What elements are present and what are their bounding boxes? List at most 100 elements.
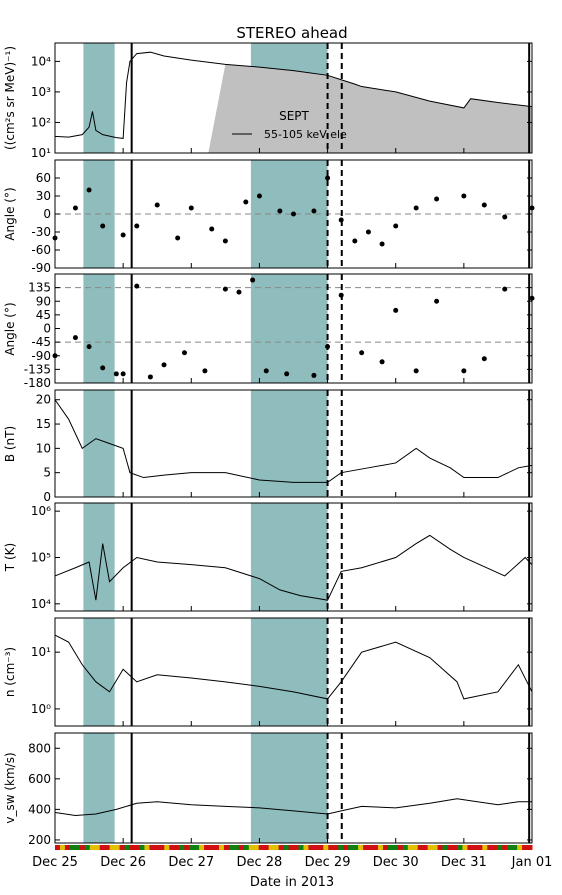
status-segment (517, 845, 523, 850)
panel-B: 0 5 10 15 20 B (nT) (3, 389, 533, 504)
y-tick-label: -135 (24, 362, 51, 376)
y-tick-label: 10⁴ (31, 54, 51, 68)
status-segment (223, 845, 230, 850)
status-segment (288, 845, 294, 850)
status-segment (487, 845, 493, 850)
flux-fill-area (208, 64, 533, 153)
status-segment (119, 845, 126, 850)
status-segment (407, 845, 414, 850)
x-axis-label: Date in 2013 (250, 875, 334, 890)
status-segment (353, 845, 359, 850)
panel-frame (54, 389, 533, 498)
data-point (365, 229, 371, 235)
y-tick-label: 10³ (31, 85, 51, 99)
status-segment (283, 845, 290, 850)
series-line (54, 634, 533, 700)
y-tick-label: 10¹ (31, 645, 51, 659)
y-tick-label: 10⁶ (31, 504, 51, 518)
panel-frame (54, 42, 533, 154)
panel-n: 10⁰ 10¹ n (cm⁻³) (3, 617, 533, 727)
status-segment (184, 845, 190, 850)
status-segment (154, 845, 160, 850)
status-segment (412, 845, 419, 850)
data-point (502, 214, 508, 220)
shaded-interval (250, 503, 328, 611)
status-segment (313, 845, 319, 850)
data-point (222, 238, 228, 244)
status-segment (432, 845, 439, 850)
status-segment (253, 845, 260, 850)
y-tick-label: 10⁴ (31, 597, 51, 611)
status-segment (442, 845, 449, 850)
y-tick-label: -30 (31, 225, 51, 239)
status-segment (417, 845, 424, 850)
status-segment (363, 845, 369, 850)
status-segment (273, 845, 280, 850)
y-tick-label: 20 (36, 393, 51, 407)
data-point (161, 362, 167, 368)
status-segment (204, 845, 210, 850)
data-point (393, 307, 399, 313)
status-segment (139, 845, 145, 850)
status-segment (497, 845, 503, 850)
shaded-interval (83, 503, 115, 611)
panels: 10¹ 10² 10³ 10⁴ ((cm²s sr MeV)⁻¹) SEPT 55-105 … (3, 42, 535, 847)
status-segment (258, 845, 265, 850)
status-segment (437, 845, 444, 850)
status-segment (99, 845, 106, 850)
data-point (413, 205, 419, 211)
y-tick-label: 400 (28, 802, 51, 816)
data-point (243, 199, 249, 205)
panel-angle_theta: -90 -60 -30 0 30 60 Angle (°) (3, 159, 535, 275)
status-segment (243, 845, 250, 850)
status-segment (218, 845, 225, 850)
y-tick-label: 0 (43, 207, 51, 221)
data-point (291, 211, 296, 217)
status-segment (382, 845, 389, 850)
data-point (222, 286, 228, 292)
y-tick-label: -180 (24, 376, 51, 390)
status-segment (512, 845, 518, 850)
status-segment (502, 845, 508, 850)
status-segment (74, 845, 81, 850)
data-point (100, 223, 106, 229)
status-segment (328, 845, 334, 850)
status-segment (318, 845, 324, 850)
series-line (54, 399, 533, 483)
y-axis-label: T (K) (3, 543, 17, 572)
status-segment (368, 845, 374, 850)
status-segment (114, 845, 121, 850)
shaded-interval (250, 274, 328, 383)
y-axis-label: ((cm²s sr MeV)⁻¹) (3, 46, 17, 150)
shaded-interval (250, 733, 328, 843)
status-segment (308, 845, 314, 850)
data-point (359, 350, 365, 356)
data-point (277, 208, 283, 214)
status-segment (159, 845, 165, 850)
status-segment (298, 845, 304, 850)
y-tick-label: 0 (43, 490, 51, 504)
data-point (188, 205, 194, 211)
y-tick-label: 600 (28, 772, 51, 786)
status-segment (164, 845, 170, 850)
status-segment (149, 845, 155, 850)
status-segment (64, 845, 71, 850)
shaded-interval (83, 274, 115, 383)
status-bar (55, 845, 533, 850)
data-point (284, 371, 290, 377)
x-tick-label: Dec 30 (373, 855, 419, 870)
status-segment (233, 845, 240, 850)
data-point (250, 277, 256, 283)
status-segment (293, 845, 299, 850)
panel-frame (54, 617, 533, 727)
status-segment (84, 845, 91, 850)
y-tick-label: 5 (43, 466, 51, 480)
status-segment (228, 845, 235, 850)
status-segment (209, 845, 215, 850)
panel-T: 10⁴ 10⁵ 10⁶ T (K) (3, 502, 533, 612)
y-tick-label: 45 (36, 308, 51, 322)
y-tick-label: 90 (36, 294, 51, 308)
data-point (434, 298, 440, 304)
status-segment (373, 845, 379, 850)
